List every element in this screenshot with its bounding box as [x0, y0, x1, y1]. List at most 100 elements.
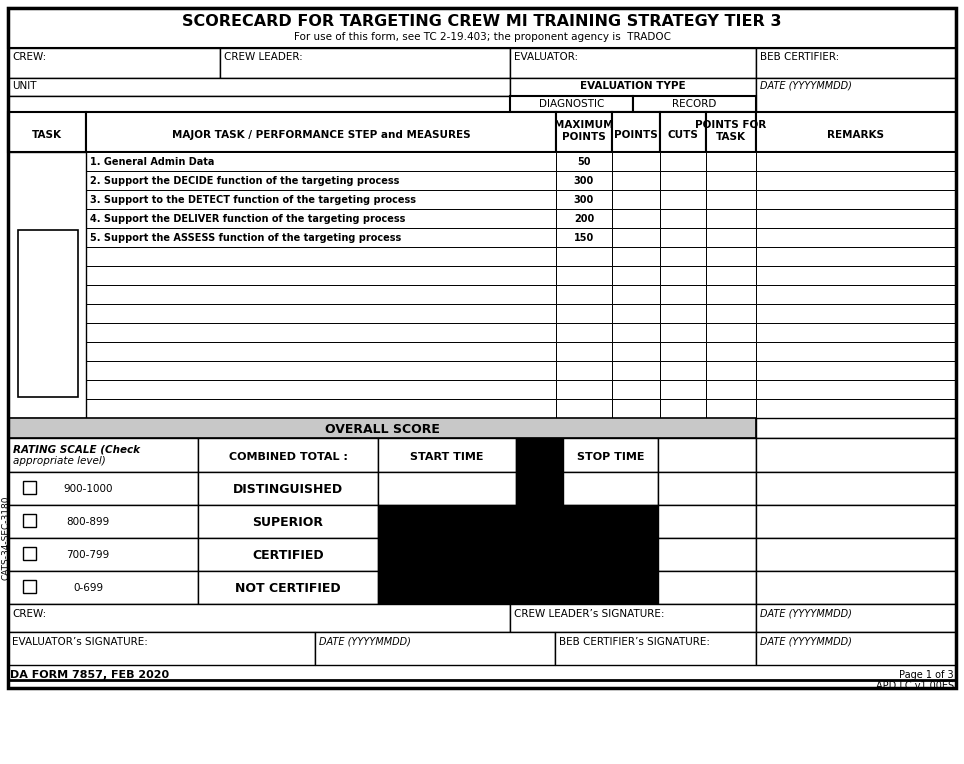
Bar	[86, 228, 556, 247]
Bar	[198, 571, 378, 604]
Bar	[8, 209, 86, 228]
Bar	[86, 380, 556, 399]
Text: APD LC v1.00ES: APD LC v1.00ES	[876, 681, 954, 691]
Bar	[706, 285, 756, 304]
Text: SCORECARD FOR TARGETING CREW MI TRAINING STRATEGY TIER 3: SCORECARD FOR TARGETING CREW MI TRAINING…	[182, 14, 782, 29]
Text: CREW LEADER:: CREW LEADER:	[224, 52, 303, 62]
Text: BEB CERTIFIER:: BEB CERTIFIER:	[760, 52, 840, 62]
Bar	[756, 418, 956, 438]
Bar	[8, 304, 86, 323]
Bar	[8, 632, 315, 665]
Bar	[86, 112, 556, 152]
Bar	[8, 571, 198, 604]
Bar	[516, 472, 563, 505]
Bar	[86, 342, 556, 361]
Bar	[8, 418, 756, 438]
Bar	[756, 323, 956, 342]
Bar	[660, 209, 706, 228]
Bar	[658, 438, 756, 472]
Bar	[198, 505, 378, 538]
Bar	[8, 323, 86, 342]
Bar	[8, 48, 220, 78]
Bar	[612, 323, 660, 342]
Text: CREW LEADER’s SIGNATURE:: CREW LEADER’s SIGNATURE:	[514, 609, 664, 619]
Bar	[756, 112, 956, 152]
Text: OVERALL SCORE: OVERALL SCORE	[325, 423, 440, 436]
Bar	[510, 48, 756, 78]
Bar	[556, 228, 612, 247]
Bar	[633, 96, 756, 112]
Text: UNIT: UNIT	[12, 81, 37, 91]
Bar	[706, 112, 756, 152]
Bar	[612, 190, 660, 209]
Bar	[8, 247, 86, 266]
Bar	[23, 580, 36, 593]
Bar	[86, 304, 556, 323]
Bar	[556, 323, 612, 342]
Bar	[198, 472, 378, 505]
Text: EVALUATOR’s SIGNATURE:: EVALUATOR’s SIGNATURE:	[12, 637, 147, 647]
Bar	[756, 632, 956, 665]
Bar	[86, 209, 556, 228]
Text: DATE (YYYYMMDD): DATE (YYYYMMDD)	[319, 637, 411, 647]
Bar	[612, 304, 660, 323]
Bar	[612, 342, 660, 361]
Bar	[658, 472, 756, 505]
Bar	[756, 190, 956, 209]
Bar	[660, 228, 706, 247]
Text: DISTINGUISHED: DISTINGUISHED	[233, 483, 343, 496]
Bar	[660, 361, 706, 380]
Text: 900-1000: 900-1000	[64, 484, 113, 494]
Bar	[23, 547, 36, 560]
Bar	[612, 266, 660, 285]
Bar	[612, 112, 660, 152]
Bar	[8, 604, 510, 632]
Bar	[8, 190, 86, 209]
Bar	[756, 505, 956, 538]
Bar	[706, 228, 756, 247]
Bar	[8, 228, 86, 247]
Text: 300: 300	[574, 195, 594, 205]
Bar	[756, 538, 956, 571]
Bar	[612, 285, 660, 304]
Bar	[563, 472, 658, 505]
Bar	[23, 514, 36, 527]
Bar	[660, 112, 706, 152]
Bar	[756, 266, 956, 285]
Bar	[706, 247, 756, 266]
Text: 5. Support the ASSESS function of the targeting process: 5. Support the ASSESS function of the ta…	[90, 233, 401, 243]
Bar	[706, 266, 756, 285]
Bar	[8, 361, 86, 380]
Bar	[706, 304, 756, 323]
Text: 800-899: 800-899	[67, 517, 110, 527]
Bar	[660, 304, 706, 323]
Bar	[198, 438, 378, 472]
Bar	[706, 399, 756, 418]
Bar	[556, 152, 612, 171]
Bar	[8, 342, 86, 361]
Text: POINTS: POINTS	[614, 130, 657, 140]
Bar	[8, 8, 956, 48]
Text: COMBINED TOTAL :: COMBINED TOTAL :	[228, 452, 347, 462]
Bar	[8, 438, 198, 472]
Bar	[8, 171, 86, 190]
Bar	[86, 285, 556, 304]
Text: STOP TIME: STOP TIME	[576, 452, 644, 462]
Bar	[8, 152, 86, 418]
Bar	[756, 438, 956, 472]
Text: Page 1 of 3: Page 1 of 3	[899, 670, 954, 680]
Text: DATE (YYYYMMDD): DATE (YYYYMMDD)	[760, 609, 852, 619]
Bar	[315, 632, 555, 665]
Text: DATE (YYYYMMDD): DATE (YYYYMMDD)	[760, 81, 852, 91]
Bar	[8, 538, 198, 571]
Text: 3. Support to the DETECT function of the targeting process: 3. Support to the DETECT function of the…	[90, 195, 416, 205]
Bar	[660, 247, 706, 266]
Bar	[556, 399, 612, 418]
Bar	[18, 230, 78, 397]
Text: POINTS FOR: POINTS FOR	[695, 120, 766, 130]
Text: DATE (YYYYMMDD): DATE (YYYYMMDD)	[760, 637, 852, 647]
Bar	[756, 285, 956, 304]
Bar	[86, 190, 556, 209]
Bar	[756, 152, 956, 171]
Bar	[756, 571, 956, 604]
